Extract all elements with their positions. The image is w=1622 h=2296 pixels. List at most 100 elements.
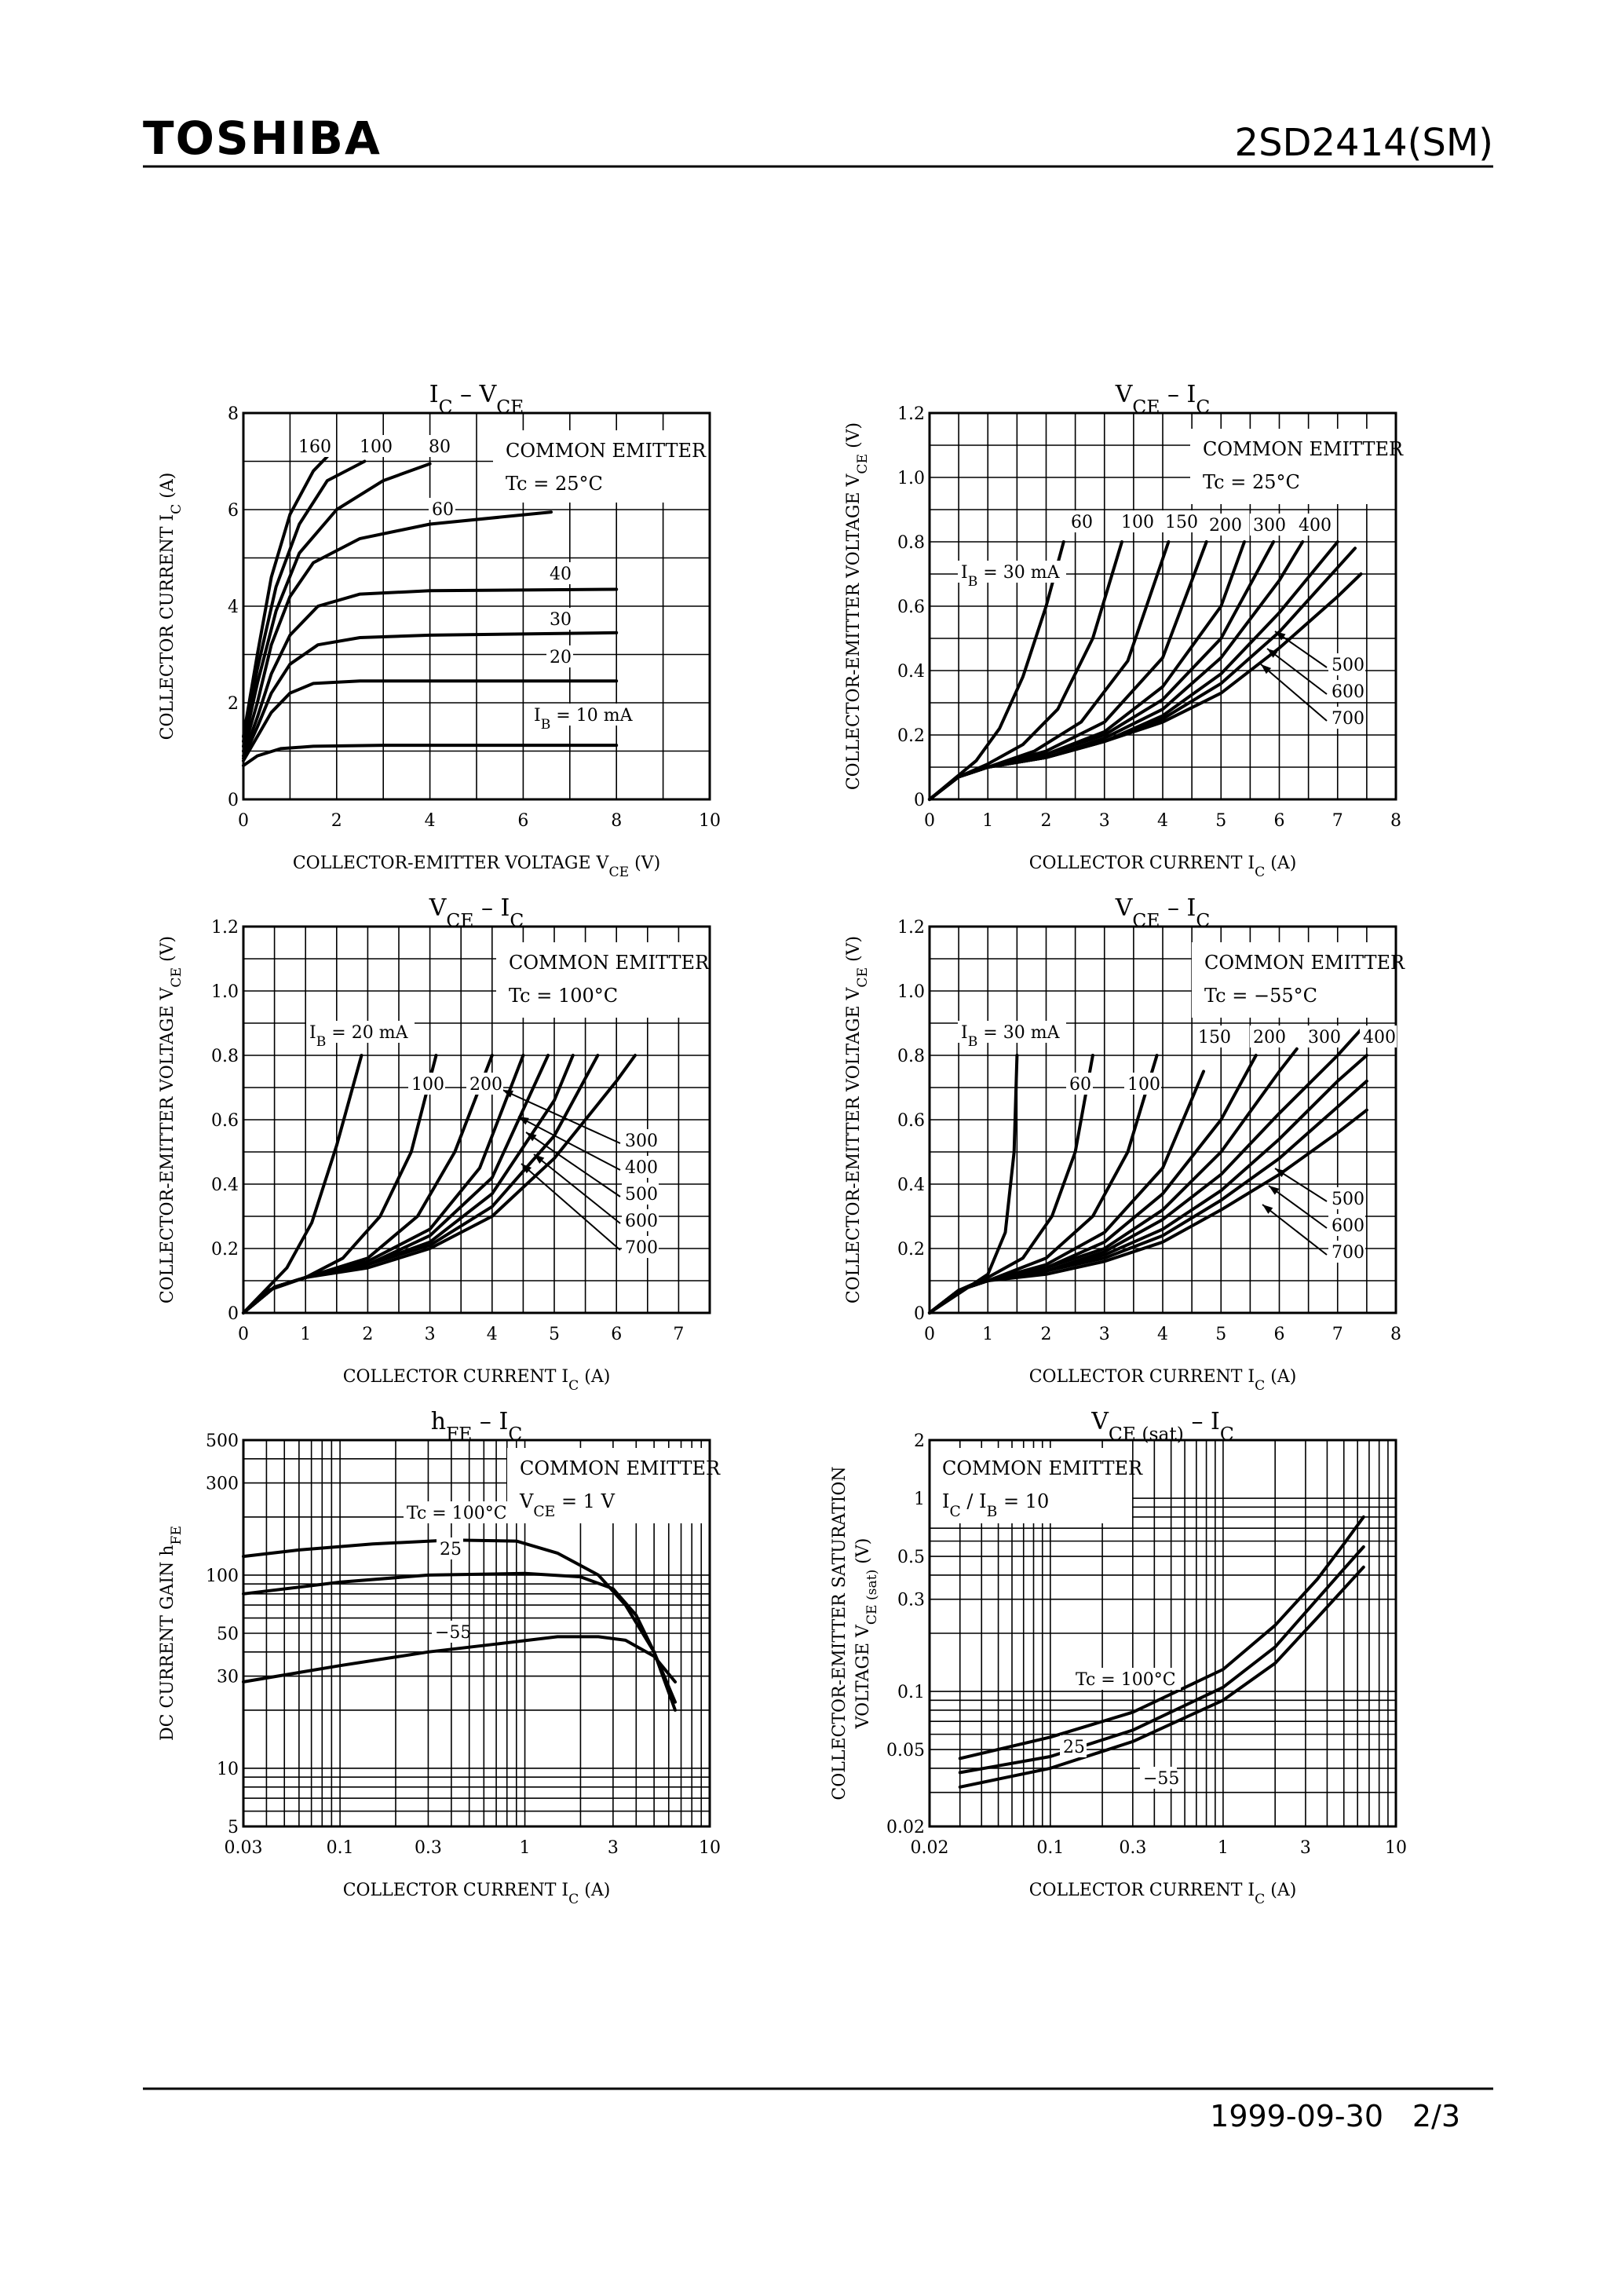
x-tick-label: 3 — [1099, 1325, 1110, 1344]
series-label: 40 — [550, 565, 572, 584]
x-tick-label: 0.3 — [1119, 1838, 1146, 1858]
y-axis-label: COLLECTOR-EMITTER VOLTAGE VCE (V) — [844, 422, 871, 790]
label-mask — [622, 1129, 659, 1151]
annotation-arrow — [1260, 664, 1328, 722]
x-axis-label: COLLECTOR CURRENT IC (A) — [343, 1881, 611, 1907]
x-tick-label: 6 — [517, 811, 528, 831]
series-curve — [242, 462, 432, 748]
arrow-head — [1269, 1186, 1280, 1195]
arrow-head — [1262, 1205, 1273, 1214]
y-tick-label: 1.0 — [897, 469, 925, 488]
series-label: 150 — [1165, 513, 1198, 532]
x-tick-label: 4 — [1157, 811, 1168, 831]
label-mask — [958, 1021, 1066, 1043]
legend-text: COMMON EMITTER — [509, 952, 710, 974]
x-tick-label: 8 — [611, 811, 622, 831]
y-axis-label-group: COLLECTOR-EMITTER VOLTAGE VCE (V) — [844, 422, 871, 790]
y-axis-label: DC CURRENT GAIN hFE — [158, 1526, 184, 1741]
series-curve — [958, 1515, 1365, 1760]
series-label: 25 — [440, 1540, 462, 1559]
series-curve — [242, 1054, 637, 1314]
label-mask — [306, 1021, 415, 1043]
series-label: IB = 20 mA — [309, 1023, 409, 1050]
series-curve — [242, 455, 329, 738]
y-tick-label: 0.3 — [897, 1591, 925, 1610]
brand-logo: TOSHIBA — [143, 112, 382, 165]
series-label: 100 — [411, 1075, 444, 1095]
arrow-head — [1261, 664, 1272, 675]
x-tick-label: 5 — [1215, 1325, 1226, 1344]
x-tick-label: 6 — [1274, 811, 1285, 831]
series-label: Tc = 100°C — [407, 1504, 507, 1523]
series-label: 100 — [360, 437, 393, 457]
label-mask — [408, 1073, 445, 1095]
y-tick-label: 0.4 — [897, 1175, 925, 1195]
x-tick-label: 3 — [1099, 811, 1110, 831]
legend-text: IC / IB = 10 — [942, 1490, 1049, 1520]
label-mask — [1118, 510, 1155, 532]
series-label: 300 — [625, 1132, 658, 1151]
series-label: 600 — [1332, 1216, 1364, 1236]
label-mask — [1250, 1026, 1287, 1047]
series-label: −55 — [1143, 1769, 1179, 1789]
series-label: 150 — [1198, 1028, 1231, 1047]
series-label: 200 — [469, 1075, 502, 1095]
legend-text: Tc = −55°C — [1204, 985, 1317, 1007]
chart-vcesat-ic: COMMON EMITTER IC / IB = 10 Tc = 100°C 25 −5… — [830, 1408, 1407, 1907]
series-label: 160 — [298, 437, 331, 457]
label-mask — [1328, 1241, 1365, 1263]
y-axis-label-group: DC CURRENT GAIN hFE — [158, 1526, 184, 1741]
series-curve — [928, 1108, 1368, 1314]
label-mask — [958, 561, 1066, 583]
label-mask — [531, 704, 639, 726]
series-label: 100 — [1121, 513, 1154, 532]
series-label: 600 — [1332, 682, 1364, 702]
label-mask — [1206, 514, 1243, 536]
arrow-head — [534, 1154, 545, 1164]
series-curve — [242, 631, 619, 760]
series-label: Tc = 100°C — [1076, 1670, 1176, 1690]
x-tick-label: 5 — [549, 1325, 560, 1344]
arrow-head — [502, 1090, 513, 1098]
x-tick-label: 7 — [1332, 1325, 1343, 1344]
x-tick-label: 0 — [238, 811, 249, 831]
chart-title: VCE (sat) – IC — [1090, 1408, 1234, 1445]
legend-text: COMMON EMITTER — [506, 440, 707, 462]
series-curve — [928, 572, 1363, 801]
legend-box — [507, 1448, 710, 1523]
plot-frame — [928, 411, 1397, 801]
annotation-arrow — [525, 1132, 621, 1197]
series-label: 500 — [1332, 1190, 1364, 1209]
arrow-head — [518, 1117, 529, 1125]
annotation-arrow — [533, 1153, 621, 1224]
x-axis-label: COLLECTOR CURRENT IC (A) — [1029, 1881, 1297, 1907]
chart-hfe-ic: COMMON EMITTER VCE = 1 V Tc = 100°C 25 −55 hF… — [158, 1408, 721, 1907]
y-tick-label: 300 — [206, 1475, 239, 1494]
arrow-head — [521, 1164, 532, 1174]
label-mask — [622, 1209, 659, 1231]
y-tick-label: 0.8 — [211, 1047, 239, 1066]
annotation-arrow — [1268, 1185, 1328, 1229]
series-label: 20 — [550, 648, 572, 667]
legend-box — [493, 430, 710, 503]
x-tick-label: 0 — [924, 1325, 935, 1344]
series-label: 600 — [625, 1212, 658, 1231]
y-tick-label: 2 — [228, 694, 239, 714]
x-tick-label: 0 — [924, 811, 935, 831]
y-tick-label: 8 — [228, 404, 239, 424]
footer-date: 1999-09-30 — [1210, 2099, 1383, 2133]
x-tick-label: 2 — [1041, 1325, 1052, 1344]
label-mask — [1360, 1026, 1397, 1047]
series-curve — [242, 459, 367, 744]
series-label: 200 — [1209, 516, 1242, 536]
y-tick-label: 0.4 — [897, 662, 925, 682]
x-tick-label: 0 — [238, 1325, 249, 1344]
x-tick-label: 2 — [331, 811, 342, 831]
series-curve — [242, 587, 619, 758]
x-tick-label: 0.02 — [911, 1838, 949, 1858]
y-tick-label: 1.0 — [211, 982, 239, 1002]
x-tick-label: 4 — [487, 1325, 498, 1344]
y-tick-label: 10 — [217, 1760, 239, 1779]
legend-box — [930, 1448, 1132, 1523]
